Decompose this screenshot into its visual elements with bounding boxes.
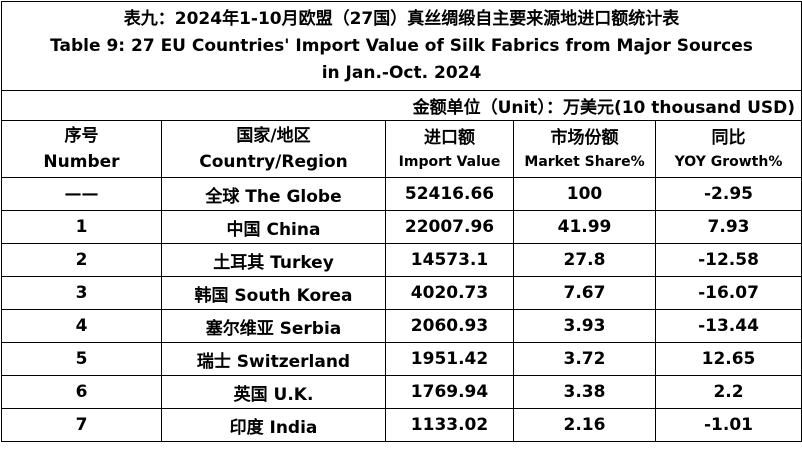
title-chinese: 表九：2024年1-10月欧盟（27国）真丝绸缎自主要来源地进口额统计表 xyxy=(123,8,680,29)
table-title: 表九：2024年1-10月欧盟（27国）真丝绸缎自主要来源地进口额统计表 Tab… xyxy=(0,1,802,91)
table-body: —— 全球 The Globe 52416.66 100 -2.95 1 中国 China 2… xyxy=(1,177,802,442)
title-english-line1: Table 9: 27 EU Countries' Import Value o… xyxy=(50,35,753,56)
cell-number: 7 xyxy=(1,408,162,442)
table-row: 4 塞尔维亚 Serbia 2060.93 3.93 -13.44 xyxy=(1,309,802,343)
cell-country: 塞尔维亚 Serbia xyxy=(161,309,386,343)
cell-import-value: 1769.94 xyxy=(385,375,514,409)
cell-market-share: 3.72 xyxy=(513,342,656,376)
cell-yoy: -2.95 xyxy=(654,177,802,211)
cell-country: 印度 India xyxy=(161,408,386,442)
cell-number: 6 xyxy=(1,375,162,409)
title-english-line2: in Jan.-Oct. 2024 xyxy=(321,62,482,83)
table-row: —— 全球 The Globe 52416.66 100 -2.95 xyxy=(1,177,802,211)
cell-market-share: 41.99 xyxy=(513,210,656,244)
cell-number: 2 xyxy=(1,243,162,277)
cell-import-value: 52416.66 xyxy=(385,177,514,211)
header-number: 序号 Number xyxy=(1,120,162,178)
cell-market-share: 3.93 xyxy=(513,309,656,343)
header-number-en: Number xyxy=(43,152,120,172)
cell-country: 土耳其 Turkey xyxy=(161,243,386,277)
cell-yoy: -16.07 xyxy=(654,276,802,310)
cell-import-value: 14573.1 xyxy=(385,243,514,277)
cell-number: 3 xyxy=(1,276,162,310)
cell-country: 全球 The Globe xyxy=(161,177,386,211)
unit-note: 金额单位（Unit）：万美元(10 thousand USD) xyxy=(0,90,802,121)
cell-yoy: -12.58 xyxy=(654,243,802,277)
cell-number: 1 xyxy=(1,210,162,244)
cell-yoy: -13.44 xyxy=(654,309,802,343)
cell-yoy: -1.01 xyxy=(654,408,802,442)
header-market-share: 市场份额 Market Share% xyxy=(513,120,656,178)
table-row: 3 韩国 South Korea 4020.73 7.67 -16.07 xyxy=(1,276,802,310)
header-import-value-cn: 进口额 xyxy=(424,128,475,148)
table-row: 1 中国 China 22007.96 41.99 7.93 xyxy=(1,210,802,244)
table-row: 7 印度 India 1133.02 2.16 -1.01 xyxy=(1,408,802,442)
cell-country: 中国 China xyxy=(161,210,386,244)
cell-market-share: 7.67 xyxy=(513,276,656,310)
header-yoy-en: YOY Growth% xyxy=(674,154,783,170)
cell-country: 英国 U.K. xyxy=(161,375,386,409)
cell-import-value: 1133.02 xyxy=(385,408,514,442)
header-country-en: Country/Region xyxy=(199,152,348,172)
header-import-value: 进口额 Import Value xyxy=(385,120,514,178)
cell-market-share: 2.16 xyxy=(513,408,656,442)
cell-market-share: 100 xyxy=(513,177,656,211)
header-number-cn: 序号 xyxy=(64,126,99,146)
cell-market-share: 3.38 xyxy=(513,375,656,409)
cell-country: 韩国 South Korea xyxy=(161,276,386,310)
unit-row: 金额单位（Unit）：万美元(10 thousand USD) xyxy=(0,90,802,121)
title-row: 表九：2024年1-10月欧盟（27国）真丝绸缎自主要来源地进口额统计表 Tab… xyxy=(0,1,802,91)
cell-import-value: 2060.93 xyxy=(385,309,514,343)
header-country: 国家/地区 Country/Region xyxy=(161,120,386,178)
header-market-share-cn: 市场份额 xyxy=(550,128,619,148)
table-row: 5 瑞士 Switzerland 1951.42 3.72 12.65 xyxy=(1,342,802,376)
header-market-share-en: Market Share% xyxy=(524,154,645,170)
cell-market-share: 27.8 xyxy=(513,243,656,277)
cell-import-value: 22007.96 xyxy=(385,210,514,244)
table-row: 2 土耳其 Turkey 14573.1 27.8 -12.58 xyxy=(1,243,802,277)
cell-yoy: 12.65 xyxy=(654,342,802,376)
cell-number: 4 xyxy=(1,309,162,343)
cell-number: 5 xyxy=(1,342,162,376)
cell-yoy: 7.93 xyxy=(654,210,802,244)
header-yoy: 同比 YOY Growth% xyxy=(654,120,802,178)
cell-country: 瑞士 Switzerland xyxy=(161,342,386,376)
cell-number: —— xyxy=(1,177,162,211)
table-row: 6 英国 U.K. 1769.94 3.38 2.2 xyxy=(1,375,802,409)
header-yoy-cn: 同比 xyxy=(711,128,746,148)
cell-import-value: 4020.73 xyxy=(385,276,514,310)
header-country-cn: 国家/地区 xyxy=(236,126,311,146)
header-import-value-en: Import Value xyxy=(398,154,501,170)
cell-yoy: 2.2 xyxy=(654,375,802,409)
cell-import-value: 1951.42 xyxy=(385,342,514,376)
header-row: 序号 Number 国家/地区 Country/Region 进口额 Impor… xyxy=(1,120,802,178)
